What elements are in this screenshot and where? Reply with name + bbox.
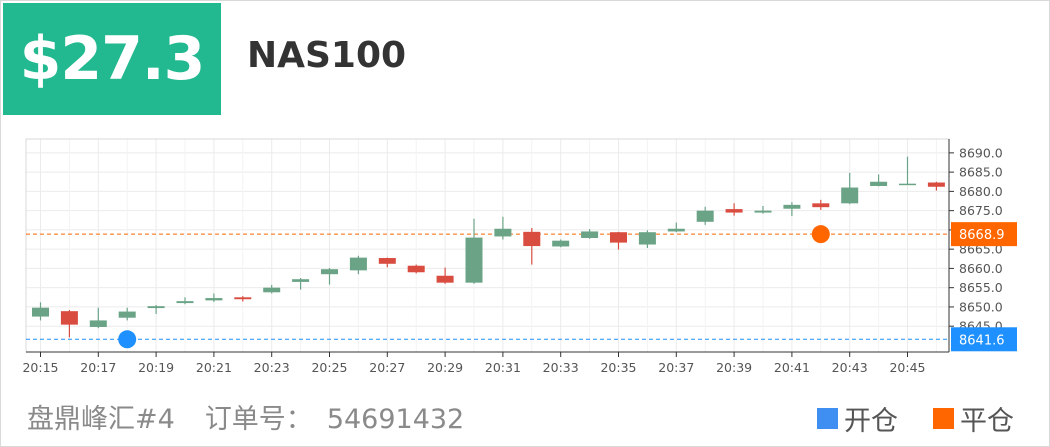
candle-body (927, 182, 945, 187)
candle-body (581, 231, 599, 238)
x-tick-label: 20:39 (716, 360, 752, 375)
candle-body (234, 297, 252, 300)
x-tick-label: 20:19 (138, 360, 174, 375)
candle-body (812, 203, 830, 208)
x-tick-label: 20:31 (485, 360, 521, 375)
close-price-tag-bg (951, 222, 1017, 247)
order-label: 订单号： (204, 404, 313, 435)
plot-frame (25, 138, 950, 353)
candle-body (321, 269, 338, 275)
candle-body (638, 232, 656, 245)
candle-body (899, 183, 916, 186)
x-tick-label: 20:37 (658, 360, 694, 375)
candle-body (783, 204, 801, 209)
legend-open-swatch (817, 408, 838, 429)
candle-body (610, 232, 627, 243)
order-info: 盘鼎峰汇#4 订单号： 54691432 (27, 397, 464, 436)
y-tick-label: 8685.0 (959, 165, 1003, 180)
legend-close-label: 平仓 (960, 406, 1014, 437)
x-tick-label: 20:27 (369, 360, 405, 375)
x-tick-label: 20:33 (543, 360, 579, 375)
profit-value: $27.3 (19, 24, 206, 94)
legend-close: 平仓 (933, 399, 1014, 438)
candle-body (552, 240, 570, 247)
legend-open: 开仓 (817, 399, 898, 438)
candle-body (378, 258, 396, 264)
y-tick-label: 8650.0 (959, 299, 1003, 314)
legend-open-label: 开仓 (844, 406, 898, 437)
candle-body (60, 311, 78, 325)
candle-body (292, 279, 310, 282)
x-tick-label: 20:25 (311, 360, 347, 375)
open-price-tag-text: 8641.6 (959, 333, 1005, 348)
candlestick-chart: 8645.08650.08655.08660.08665.08670.08675… (1, 131, 1050, 381)
x-tick-label: 20:15 (22, 360, 58, 375)
candle-body (667, 228, 685, 232)
chart-svg: 8645.08650.08655.08660.08665.08670.08675… (22, 138, 1017, 375)
symbol-title: NAS100 (247, 35, 407, 76)
x-tick-label: 20:21 (196, 360, 232, 375)
x-tick-label: 20:29 (427, 360, 463, 375)
close-price-tag-text: 8668.9 (959, 228, 1005, 243)
y-tick-label: 8655.0 (959, 280, 1003, 295)
candle-body (407, 265, 425, 273)
candle-body (754, 210, 772, 213)
legend-close-swatch (933, 408, 954, 429)
candle-body (263, 287, 281, 293)
y-tick-label: 8680.0 (959, 184, 1003, 199)
candle-body (523, 231, 541, 247)
x-tick-label: 20:45 (889, 360, 925, 375)
x-tick-label: 20:43 (832, 360, 868, 375)
candle-body (436, 275, 454, 283)
candle-body (118, 311, 136, 318)
candle-body (841, 187, 859, 204)
candle-body (205, 298, 223, 301)
order-number: 54691432 (326, 404, 465, 435)
close-marker (811, 225, 830, 244)
candle-body (176, 301, 194, 304)
y-tick-label: 8690.0 (959, 145, 1003, 160)
x-tick-label: 20:17 (80, 360, 116, 375)
candle-body (147, 306, 165, 309)
x-tick-label: 20:35 (600, 360, 636, 375)
open-marker (118, 330, 137, 349)
candle-body (494, 228, 512, 237)
profit-badge: $27.3 (3, 3, 221, 115)
open-price-tag-bg (951, 327, 1017, 352)
candle-body (696, 210, 714, 222)
x-tick-label: 20:23 (254, 360, 290, 375)
y-tick-label: 8660.0 (959, 261, 1003, 276)
x-tick-label: 20:41 (774, 360, 810, 375)
candle-body (349, 257, 367, 271)
candle-body (32, 307, 49, 317)
y-tick-label: 8675.0 (959, 203, 1003, 218)
candle-body (465, 237, 483, 283)
account-name: 盘鼎峰汇#4 (27, 404, 175, 435)
candle-body (89, 320, 107, 327)
candle-body (725, 209, 743, 213)
candle-body (870, 181, 888, 186)
